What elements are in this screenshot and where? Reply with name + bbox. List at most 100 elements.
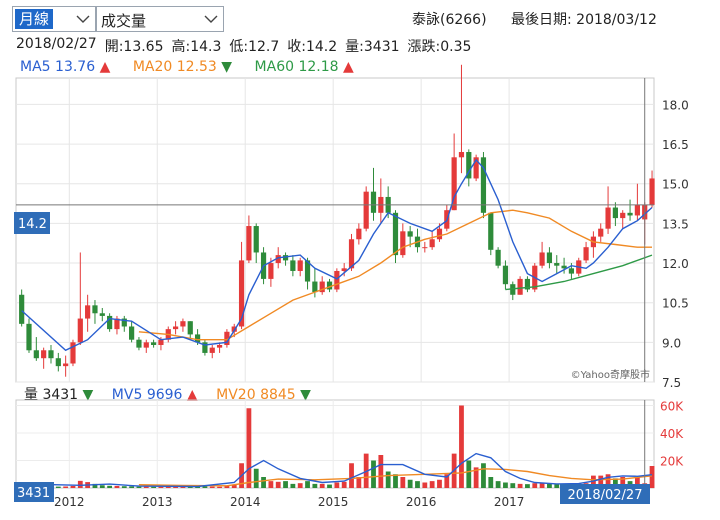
- ohlc-info: 2018/02/27 開:13.65 高:14.3 低:12.7 收:14.2 …: [16, 36, 471, 56]
- volume-bar: [371, 460, 376, 488]
- candle-body: [121, 318, 127, 327]
- ma60-line: [505, 254, 653, 291]
- candle-body: [282, 255, 289, 261]
- candle-body: [407, 231, 413, 237]
- volume-bar: [202, 486, 208, 488]
- last-date: 最後日期: 2018/03/12: [511, 12, 657, 28]
- volume-bar: [488, 477, 494, 488]
- x-tick-label: 2016: [406, 495, 437, 509]
- mv5-label: MV5 9696: [111, 387, 183, 403]
- candle-body: [348, 239, 355, 269]
- price-tick-label: 13.5: [662, 217, 689, 231]
- candles: [19, 64, 655, 377]
- candle-body: [517, 278, 523, 295]
- volume-bar: [121, 486, 127, 488]
- volume-bar: [275, 481, 281, 488]
- volume-bar: [129, 486, 135, 488]
- candle-body: [649, 178, 655, 205]
- volume-bar: [158, 486, 164, 488]
- candle-body: [539, 252, 545, 266]
- candle-body: [429, 239, 435, 248]
- x-tick-label: 2013: [142, 495, 173, 509]
- candle-body: [172, 326, 179, 330]
- volume-label: 量 3431: [24, 387, 79, 403]
- volume-bar: [77, 480, 83, 488]
- volume-bar: [195, 486, 200, 488]
- volume-bar: [327, 484, 332, 488]
- candle-body: [502, 265, 509, 285]
- volume-bar: [634, 477, 640, 488]
- volume-bar: [459, 405, 464, 488]
- volume-bar: [253, 468, 259, 488]
- candle-body: [488, 212, 494, 250]
- volume-bar: [268, 481, 274, 488]
- ma20-label: MA20 12.53: [132, 59, 217, 75]
- candle-body: [70, 342, 76, 364]
- candle-body: [253, 226, 259, 253]
- candle-body: [473, 157, 479, 179]
- volume-bar: [92, 483, 98, 488]
- candle-body: [334, 270, 340, 290]
- candle-body: [598, 228, 604, 237]
- volume-bar: [341, 481, 347, 488]
- candle-body: [187, 321, 193, 335]
- volume-bar: [393, 474, 398, 488]
- arrow-up-icon: ▲: [186, 387, 198, 403]
- volume-bar: [517, 483, 523, 488]
- volume-bar: [209, 486, 215, 488]
- volume-bar: [495, 481, 501, 488]
- mv5-line: [21, 452, 653, 488]
- volume-bar: [510, 483, 516, 488]
- volume-bar: [481, 463, 486, 488]
- candle-body: [312, 281, 318, 293]
- candle-body: [129, 326, 135, 340]
- volume-tick-label: 40K: [660, 427, 684, 441]
- volume-bar: [385, 471, 391, 488]
- price-tick-label: 7.5: [662, 376, 681, 390]
- candle-body: [136, 339, 142, 348]
- volume-bar: [224, 485, 230, 488]
- price-tick-label: 9.0: [662, 336, 681, 350]
- candle-body: [627, 212, 633, 216]
- volume-bar: [55, 486, 61, 488]
- volume-bar: [283, 481, 288, 488]
- candle-body: [400, 231, 406, 256]
- volume-tag: [14, 482, 54, 502]
- candle-body: [290, 260, 296, 271]
- volume-tag-label: 3431: [17, 486, 50, 501]
- ma5-label: MA5 13.76: [20, 59, 96, 75]
- volume-bar: [114, 485, 120, 488]
- ohlc-low: 低:12.7: [229, 39, 280, 55]
- indicator-select-value: 成交量: [101, 12, 147, 30]
- ohlc-close: 收:14.2: [287, 39, 338, 55]
- volume-bar: [605, 474, 611, 488]
- candle-body: [356, 228, 362, 240]
- ma5-line: [21, 158, 653, 352]
- volume-bar: [466, 460, 472, 488]
- candle-body: [33, 350, 39, 359]
- candle-body: [238, 260, 245, 327]
- volume-tick-label: 60K: [660, 400, 684, 414]
- volume-bar: [473, 467, 479, 488]
- candle-body: [568, 268, 575, 274]
- candle-body: [216, 344, 223, 348]
- candle-body: [92, 305, 98, 314]
- volume-bar: [107, 485, 113, 488]
- volume-bar: [539, 482, 545, 488]
- candle-body: [114, 318, 120, 330]
- ma-legend: MA5 13.76 ▲ MA20 12.53 ▼ MA60 12.18 ▲: [20, 59, 354, 75]
- period-select[interactable]: 月線: [12, 6, 96, 32]
- candle-body: [55, 358, 61, 367]
- volume-bar: [444, 474, 450, 488]
- arrow-up-icon: ▲: [343, 59, 354, 75]
- volume-bar: [378, 455, 384, 488]
- candle-body: [231, 326, 237, 332]
- x-tick-label: 2014: [230, 495, 261, 509]
- volume-bar: [554, 484, 560, 488]
- volume-bar: [532, 483, 538, 488]
- indicator-select[interactable]: 成交量: [96, 6, 224, 32]
- axes: 7.5 9.0 10.5 12.0 13.5 15.0 16.5 18.0 20K 40K 60K 2…: [16, 78, 689, 509]
- candle-body: [458, 152, 465, 158]
- candle-body: [605, 207, 611, 229]
